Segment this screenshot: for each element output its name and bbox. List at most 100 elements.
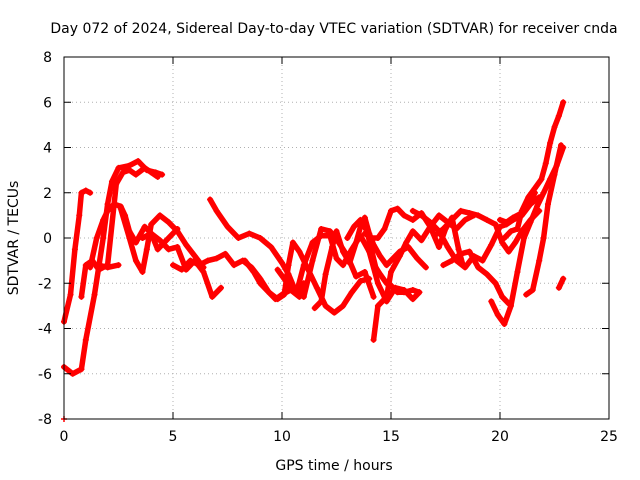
data-point-marker bbox=[383, 262, 390, 269]
data-point-marker bbox=[104, 264, 111, 271]
series-pass-r bbox=[440, 248, 512, 307]
data-point-marker bbox=[551, 124, 558, 131]
data-point-marker bbox=[449, 257, 456, 264]
data-point-marker bbox=[483, 271, 490, 278]
data-point-marker bbox=[139, 268, 146, 275]
data-point-marker bbox=[115, 164, 122, 171]
data-point-marker bbox=[311, 305, 318, 312]
data-point-marker bbox=[119, 169, 126, 176]
data-point-marker bbox=[455, 246, 462, 253]
data-point-marker bbox=[492, 280, 499, 287]
data-point-marker bbox=[492, 221, 499, 228]
data-point-marker bbox=[518, 210, 525, 217]
y-tick-label: -4 bbox=[38, 322, 52, 338]
data-point-marker bbox=[488, 241, 495, 248]
data-point-marker bbox=[340, 302, 347, 309]
data-point-marker bbox=[409, 287, 416, 294]
data-point-marker bbox=[527, 198, 534, 205]
data-point-marker bbox=[531, 189, 538, 196]
data-point-marker bbox=[305, 266, 312, 273]
data-point-marker bbox=[281, 291, 288, 298]
data-point-marker bbox=[100, 216, 107, 223]
x-axis-label: GPS time / hours bbox=[275, 458, 392, 474]
data-point-marker bbox=[520, 235, 527, 241]
data-point-marker bbox=[466, 248, 473, 255]
data-point-marker bbox=[394, 205, 401, 212]
data-point-marker bbox=[440, 225, 447, 232]
data-point-marker bbox=[353, 273, 360, 280]
data-point-marker bbox=[159, 171, 166, 178]
data-point-marker bbox=[503, 219, 510, 226]
data-point-marker bbox=[126, 235, 133, 241]
x-tick-label: 20 bbox=[491, 429, 509, 445]
series-pass-q bbox=[431, 207, 543, 255]
data-point-marker bbox=[462, 216, 469, 223]
data-point-marker bbox=[483, 216, 490, 223]
data-point-marker bbox=[542, 160, 549, 167]
series-trace bbox=[431, 208, 542, 255]
series-pass-e bbox=[95, 262, 122, 271]
data-point-marker bbox=[377, 253, 384, 260]
data-point-marker bbox=[555, 112, 562, 119]
data-point-marker bbox=[350, 223, 357, 230]
data-point-marker bbox=[435, 244, 442, 251]
data-point-marker bbox=[95, 262, 102, 269]
data-point-marker bbox=[318, 298, 325, 305]
data-point-marker bbox=[76, 212, 83, 219]
data-point-marker bbox=[409, 216, 416, 223]
data-point-marker bbox=[381, 225, 388, 232]
data-point-marker bbox=[217, 284, 224, 291]
data-point-marker bbox=[357, 277, 364, 284]
data-point-marker bbox=[165, 246, 172, 253]
data-point-marker bbox=[547, 139, 554, 146]
data-point-marker bbox=[313, 284, 320, 291]
data-point-marker bbox=[117, 205, 124, 212]
data-point-marker bbox=[156, 212, 163, 219]
data-point-marker bbox=[523, 291, 530, 298]
data-point-marker bbox=[204, 257, 211, 264]
chart-title: Day 072 of 2024, Sidereal Day-to-day VTE… bbox=[50, 21, 617, 37]
series-pass-v bbox=[523, 142, 565, 298]
data-point-marker bbox=[409, 296, 416, 303]
x-tick-label: 25 bbox=[600, 429, 618, 445]
data-point-marker bbox=[551, 171, 558, 178]
data-point-marker bbox=[409, 207, 416, 214]
data-point-marker bbox=[148, 169, 155, 176]
data-point-marker bbox=[340, 248, 347, 255]
data-point-marker bbox=[246, 230, 253, 237]
data-point-marker bbox=[374, 302, 381, 309]
data-point-marker bbox=[224, 223, 231, 230]
data-point-marker bbox=[538, 176, 545, 183]
data-point-marker bbox=[82, 336, 89, 343]
data-point-marker bbox=[462, 264, 469, 271]
data-point-marker bbox=[475, 212, 482, 219]
series-trace bbox=[440, 248, 512, 307]
series-trace bbox=[139, 230, 224, 300]
data-point-marker bbox=[388, 207, 394, 214]
series-layer bbox=[61, 99, 567, 422]
y-tick-label: 0 bbox=[43, 231, 52, 247]
data-point-marker bbox=[457, 250, 464, 257]
data-point-marker bbox=[241, 257, 248, 264]
data-point-marker bbox=[257, 235, 264, 241]
data-point-marker bbox=[368, 246, 375, 253]
data-point-marker bbox=[178, 266, 185, 273]
data-point-marker bbox=[366, 275, 373, 282]
data-point-marker bbox=[361, 230, 368, 237]
y-tick-label: 4 bbox=[43, 141, 52, 157]
series-pass-w bbox=[555, 275, 567, 291]
series-trace bbox=[78, 165, 161, 300]
data-point-marker bbox=[560, 99, 567, 106]
y-tick-label: -6 bbox=[38, 367, 52, 383]
data-point-marker bbox=[104, 201, 111, 208]
data-point-marker bbox=[183, 241, 190, 248]
data-point-marker bbox=[370, 293, 377, 300]
data-point-marker bbox=[87, 189, 94, 196]
data-point-marker bbox=[507, 228, 514, 235]
data-point-marker bbox=[505, 248, 512, 255]
data-point-marker bbox=[100, 235, 107, 241]
data-point-marker bbox=[427, 219, 434, 226]
data-point-marker bbox=[67, 291, 74, 298]
data-point-marker bbox=[141, 164, 148, 171]
